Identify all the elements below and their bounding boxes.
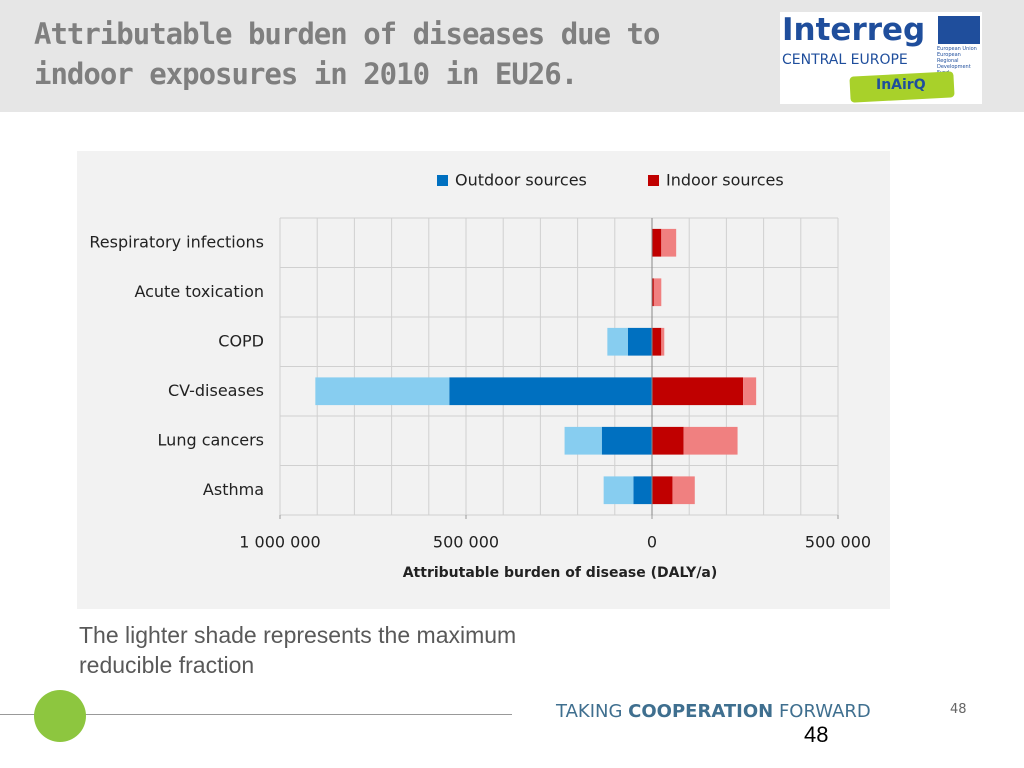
category-label: Respiratory infections <box>89 232 264 251</box>
eu-line: European Regional <box>937 52 961 64</box>
logo-project: InAirQ <box>876 77 926 93</box>
bar-reducible <box>564 426 602 455</box>
footer-word: FORWARD <box>778 701 871 722</box>
legend-swatch <box>437 175 448 186</box>
x-tick-label: 1 000 000 <box>239 533 320 552</box>
bar <box>601 426 652 455</box>
bar-reducible <box>603 476 634 505</box>
legend-label: Outdoor sources <box>455 171 587 190</box>
logo: Interreg CENTRAL EUROPE European Union E… <box>780 12 982 104</box>
category-label: Lung cancers <box>158 430 264 449</box>
footer-icon <box>34 690 86 742</box>
bar <box>652 278 654 307</box>
bar-reducible <box>672 476 695 505</box>
eu-line: European Union <box>937 46 977 52</box>
bar <box>652 327 662 356</box>
bar <box>652 228 662 257</box>
chart: Attributable burden of disease (DALY/a) … <box>77 151 890 609</box>
bar-reducible <box>683 426 738 455</box>
bar-reducible <box>315 377 450 406</box>
eu-flag <box>938 16 980 44</box>
title-line: Attributable burden of diseases due to <box>34 17 660 51</box>
legend-label: Indoor sources <box>666 171 784 190</box>
bar <box>449 377 652 406</box>
page-number-small: 48 <box>950 702 967 717</box>
footer-word: COOPERATION <box>628 701 774 722</box>
bar-reducible <box>607 327 628 356</box>
category-label: Acute toxication <box>134 282 264 301</box>
category-label: COPD <box>218 331 264 350</box>
footer-word: TAKING <box>556 701 623 722</box>
bar <box>652 426 684 455</box>
caption: The lighter shade represents the maximum… <box>79 622 517 678</box>
logo-region: CENTRAL EUROPE <box>782 52 908 68</box>
title: Attributable burden of diseases due to i… <box>34 14 660 94</box>
bar-reducible <box>653 278 662 307</box>
bar <box>652 476 673 505</box>
x-axis-title: Attributable burden of disease (DALY/a) <box>403 565 718 581</box>
category-label: CV-diseases <box>168 381 264 400</box>
bar-reducible <box>743 377 757 406</box>
category-label: Asthma <box>203 480 264 499</box>
x-tick-label: 500 000 <box>805 533 871 552</box>
bar <box>633 476 652 505</box>
x-tick-label: 500 000 <box>433 533 499 552</box>
logo-brand: Interreg <box>782 12 926 48</box>
bar-reducible <box>661 228 677 257</box>
x-tick-label: 0 <box>647 533 657 552</box>
page-number: 48 <box>804 722 829 747</box>
footer-tagline: TAKING COOPERATION FORWARD <box>556 701 871 722</box>
legend-swatch <box>648 175 659 186</box>
bar-reducible <box>661 327 665 356</box>
footer-rule <box>0 714 512 715</box>
bar <box>627 327 652 356</box>
title-line: indoor exposures in 2010 in EU26. <box>34 57 578 91</box>
bar <box>652 377 744 406</box>
